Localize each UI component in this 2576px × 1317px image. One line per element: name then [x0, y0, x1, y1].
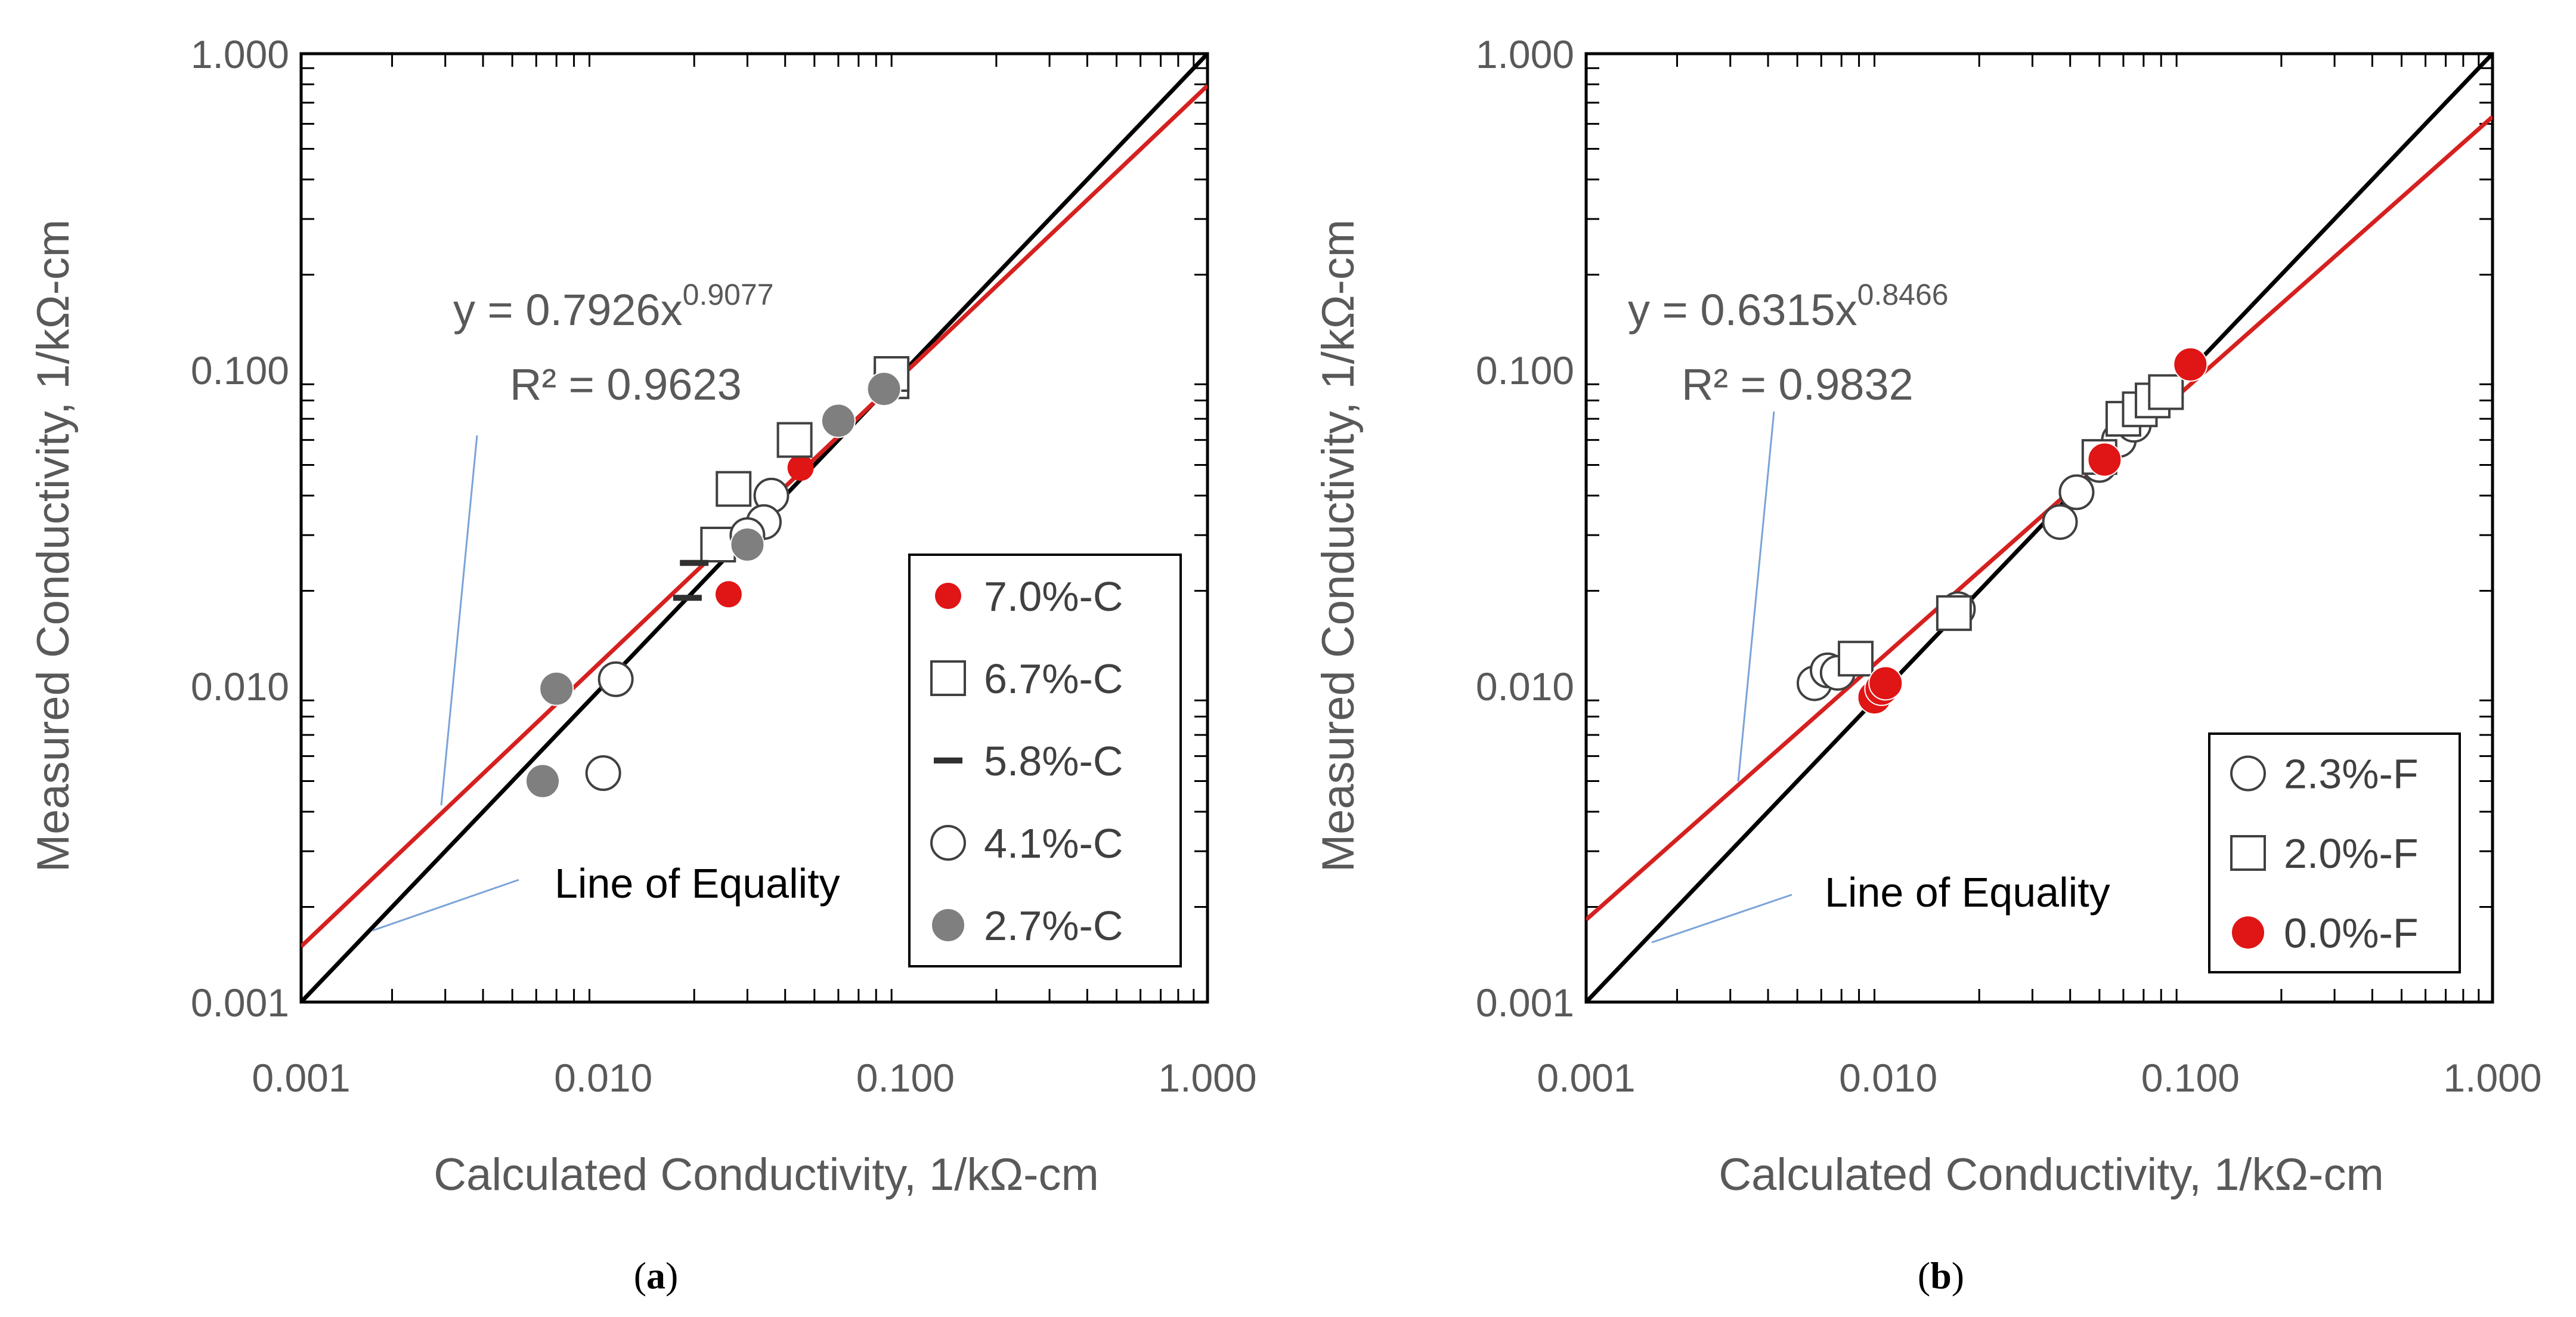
data-point — [821, 403, 856, 438]
legend: 7.0%-C 6.7%-C 5.8%-C 4.1%-C 2.7%-C — [908, 554, 1182, 967]
legend-marker — [931, 908, 965, 942]
axis-ticks — [1586, 54, 2493, 1002]
caption-letter: b — [1930, 1254, 1952, 1297]
legend-label: 0.0%-F — [2284, 910, 2419, 956]
legend-label: 5.8%-C — [984, 738, 1123, 784]
fit-equation-base: y = 0.7926x — [453, 285, 683, 335]
legend-label: 4.1%-C — [984, 820, 1123, 867]
y-tick-label: 0.001 — [191, 981, 289, 1025]
data-point — [1868, 666, 1903, 701]
equation-pointer-line — [440, 435, 478, 806]
fit-r-squared: R² = 0.9832 — [1682, 360, 1914, 409]
panel-caption: (a) — [634, 1254, 679, 1297]
caption-letter: a — [646, 1254, 665, 1297]
y-tick-label: 0.010 — [1476, 664, 1574, 709]
caption-open: ( — [1918, 1254, 1930, 1297]
data-point — [730, 527, 765, 562]
series-5.8%-C — [673, 559, 709, 601]
fit-equation-exponent: 0.9077 — [683, 278, 774, 311]
x-tick-label: 0.010 — [1839, 1056, 1937, 1100]
legend-marker — [934, 758, 962, 763]
data-point — [700, 527, 736, 563]
y-axis-title: Measured Conductivity, 1/kΩ-cm — [28, 219, 79, 872]
y-tick-label: 0.001 — [1476, 981, 1574, 1025]
equality-line-label: Line of Equality — [555, 860, 840, 907]
data-point — [680, 559, 709, 566]
caption-close: ) — [665, 1254, 678, 1297]
legend-marker — [930, 825, 966, 861]
data-point — [1936, 595, 1972, 631]
data-point — [715, 581, 742, 608]
legend-marker — [2230, 835, 2266, 871]
legend-marker — [2230, 755, 2266, 792]
axis-ticks — [301, 54, 1208, 1002]
y-tick-label: 1.000 — [191, 32, 289, 76]
data-point — [776, 422, 813, 458]
y-tick-label: 0.010 — [191, 664, 289, 709]
data-point — [716, 471, 752, 507]
legend-label: 2.0%-F — [2284, 830, 2419, 877]
caption-close: ) — [1952, 1254, 1964, 1297]
x-axis-title: Calculated Conductivity, 1/kΩ-cm — [434, 1149, 1099, 1200]
x-tick-label: 0.001 — [252, 1056, 350, 1100]
x-tick-label: 0.100 — [856, 1056, 955, 1100]
panel-caption: (b) — [1918, 1254, 1964, 1297]
legend-label: 2.3%-F — [2284, 751, 2419, 797]
chart-panel-b: 0.001 0.010 0.100 1.000 0.001 0.010 0.100 1.000… — [1313, 32, 2542, 1297]
fit-equation: y = 0.6315x0.8466 — [1628, 278, 1949, 335]
data-point — [2042, 504, 2078, 540]
y-tick-label: 1.000 — [1476, 32, 1574, 76]
y-tick-label: 0.100 — [191, 348, 289, 392]
power-fit-line — [1586, 115, 2493, 922]
x-tick-label: 1.000 — [2443, 1056, 2541, 1100]
legend: 2.3%-F 2.0%-F 0.0%-F — [2208, 732, 2461, 973]
data-point — [787, 455, 814, 481]
data-point — [585, 755, 621, 792]
series-0.0%-F — [1857, 347, 2208, 715]
x-tick-label: 0.010 — [554, 1056, 652, 1100]
legend-marker — [930, 660, 966, 696]
data-point — [525, 763, 560, 799]
fit-equation-base: y = 0.6315x — [1628, 285, 1857, 335]
legend-marker — [935, 583, 961, 609]
equation-pointer-line — [1737, 411, 1775, 782]
x-tick-label: 1.000 — [1158, 1056, 1256, 1100]
data-point — [539, 671, 574, 706]
chart-panel-a: 0.001 0.010 0.100 1.000 0.001 0.010 0.100 1.000… — [28, 32, 1257, 1297]
y-tick-label: 0.100 — [1476, 348, 1574, 392]
y-axis-title: Measured Conductivity, 1/kΩ-cm — [1313, 219, 1364, 872]
equality-pointer-line — [372, 879, 519, 932]
data-point — [2058, 474, 2095, 511]
equality-line-label: Line of Equality — [1825, 869, 2110, 916]
equality-line — [1586, 54, 2493, 1002]
legend-label: 2.7%-C — [984, 902, 1123, 949]
legend-marker — [2231, 915, 2265, 950]
data-point — [2087, 442, 2122, 477]
fit-lines — [1586, 54, 2493, 1002]
data-point — [597, 661, 634, 697]
legend-label: 6.7%-C — [984, 656, 1123, 702]
equality-pointer-line — [1651, 894, 1792, 944]
fit-equation: y = 0.7926x0.9077 — [453, 278, 774, 335]
data-point — [866, 372, 902, 407]
fit-r-squared: R² = 0.9623 — [510, 360, 742, 409]
x-axis-title: Calculated Conductivity, 1/kΩ-cm — [1719, 1149, 2384, 1200]
x-tick-label: 0.100 — [2141, 1056, 2240, 1100]
caption-open: ( — [634, 1254, 646, 1297]
data-point — [2148, 374, 2184, 410]
data-point — [673, 595, 702, 601]
series-2.7%-C — [525, 372, 902, 799]
fit-equation-exponent: 0.8466 — [1857, 278, 1949, 311]
data-point — [1837, 641, 1874, 677]
x-tick-label: 0.001 — [1537, 1056, 1635, 1100]
data-point — [2173, 347, 2208, 382]
legend-label: 7.0%-C — [984, 573, 1123, 620]
